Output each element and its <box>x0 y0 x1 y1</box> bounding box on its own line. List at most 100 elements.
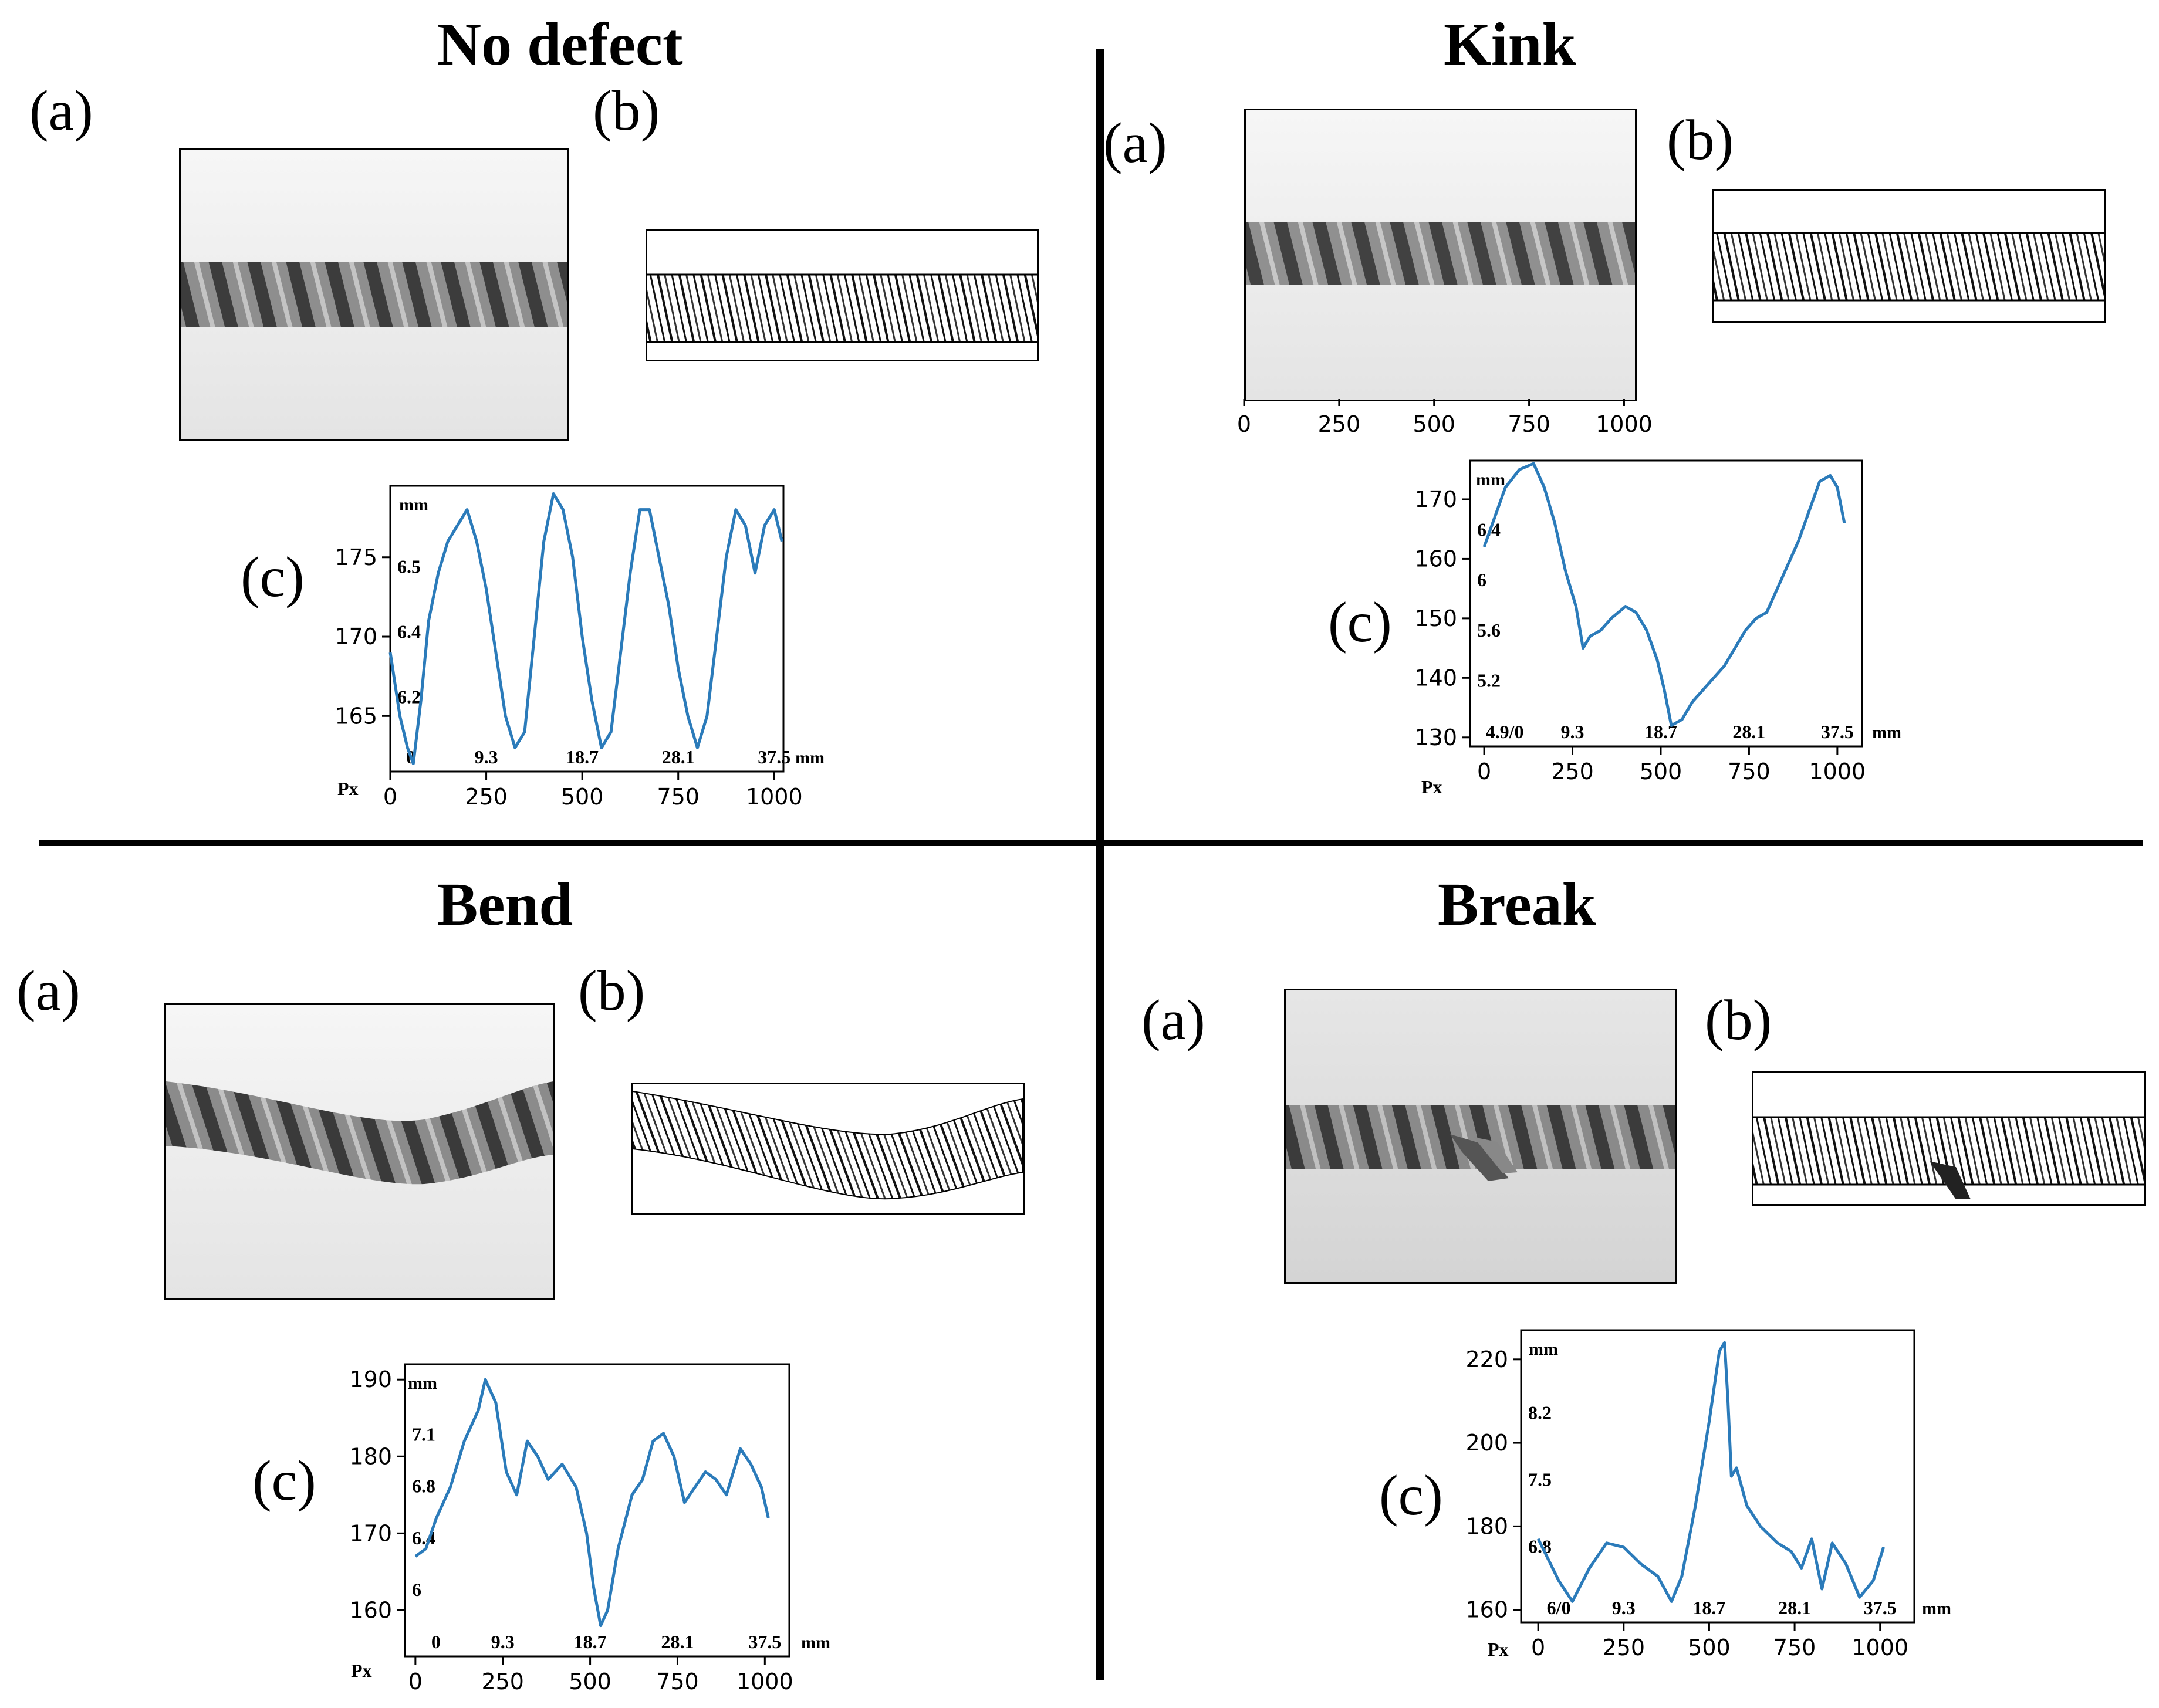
y-tick-label: 170 <box>349 1520 392 1546</box>
x-tick-label: 750 <box>657 784 700 810</box>
image-x-tick-label: 500 <box>1413 411 1455 437</box>
rope-photo <box>1244 109 1637 401</box>
px-unit-label: Px <box>351 1660 372 1681</box>
mm-y-label: 6.2 <box>397 686 421 707</box>
mm-x-label: 6/0 <box>1547 1597 1571 1618</box>
quadrant-title: Break <box>1438 871 1596 938</box>
panel-label-b: (b) <box>1705 989 1772 1052</box>
y-tick-label: 165 <box>335 703 377 729</box>
y-tick-label: 130 <box>1414 725 1457 750</box>
x-tick-label: 750 <box>1773 1635 1816 1660</box>
mm-unit-right: mm <box>795 748 825 767</box>
mm-x-label: 18.7 <box>566 746 599 767</box>
mm-x-label: 28.1 <box>1732 721 1765 742</box>
mm-x-label: 28.1 <box>661 1631 694 1652</box>
image-x-tick-label: 250 <box>1318 411 1361 437</box>
panel-label-c: (c) <box>252 1449 316 1513</box>
plot-frame <box>1520 1329 1915 1624</box>
panel-label-b: (b) <box>593 79 660 143</box>
image-x-tick-label: 0 <box>1237 411 1251 437</box>
rope-edge-image <box>1752 1071 2146 1206</box>
mm-x-label: 9.3 <box>1612 1597 1636 1618</box>
mm-unit-right: mm <box>1872 723 1901 742</box>
x-tick-label: 250 <box>1551 759 1594 784</box>
mm-unit-top: mm <box>1529 1340 1558 1359</box>
plot-frame <box>1469 459 1863 748</box>
mm-x-label: 37.5 <box>1864 1597 1897 1618</box>
mm-y-label: 7.1 <box>412 1424 435 1445</box>
series-line <box>388 492 783 765</box>
quadrant-title: No defect <box>437 11 683 78</box>
mm-y-label: 6 <box>1477 569 1486 590</box>
rope-edge-image <box>1712 189 2106 323</box>
mm-x-label: 37.5 <box>758 746 790 767</box>
rope-photo <box>164 1003 555 1300</box>
px-unit-label: Px <box>1488 1639 1509 1660</box>
x-tick-label: 500 <box>1688 1635 1731 1660</box>
horizontal-divider <box>39 840 2143 846</box>
diameter-chart: 0 250 500 750 10001301401501601705.25.666.44… <box>1414 459 1901 797</box>
x-tick-label: 1000 <box>736 1669 793 1695</box>
y-tick-label: 160 <box>349 1597 392 1623</box>
rope-photo <box>179 148 569 441</box>
mm-unit-right: mm <box>1922 1599 1951 1618</box>
mm-x-label: 37.5 <box>1821 721 1854 742</box>
panel-label-a: (a) <box>1103 111 1167 175</box>
x-tick-label: 1000 <box>1809 759 1866 784</box>
mm-y-label: 8.2 <box>1528 1402 1552 1423</box>
y-tick-label: 190 <box>349 1367 392 1392</box>
image-x-tick-label: 750 <box>1508 411 1550 437</box>
mm-y-label: 6.8 <box>412 1476 435 1497</box>
panel-label-c: (c) <box>1379 1464 1443 1527</box>
series-line <box>1536 1341 1885 1603</box>
vertical-divider <box>1096 49 1104 1680</box>
x-tick-label: 500 <box>569 1669 611 1695</box>
y-tick-label: 160 <box>1414 546 1457 571</box>
panel-label-a: (a) <box>16 959 80 1023</box>
panel-label-c: (c) <box>1328 591 1392 654</box>
y-tick-label: 200 <box>1465 1430 1508 1456</box>
x-tick-label: 0 <box>1477 759 1491 784</box>
mm-y-label: 6.5 <box>397 556 421 577</box>
y-tick-label: 140 <box>1414 665 1457 691</box>
rope-edge-image <box>631 1083 1025 1215</box>
mm-unit-top: mm <box>1476 470 1505 489</box>
y-tick-label: 180 <box>1465 1513 1508 1539</box>
x-tick-label: 0 <box>1531 1635 1545 1660</box>
mm-unit-right: mm <box>801 1633 830 1652</box>
y-tick-label: 220 <box>1465 1347 1508 1372</box>
px-unit-label: Px <box>337 778 359 799</box>
x-tick-label: 0 <box>408 1669 423 1695</box>
px-unit-label: Px <box>1421 776 1442 797</box>
plot-frame <box>389 485 785 773</box>
x-tick-label: 250 <box>465 784 508 810</box>
panel-label-c: (c) <box>241 546 305 609</box>
x-tick-label: 500 <box>1640 759 1682 784</box>
image-x-tick-label: 1000 <box>1596 411 1653 437</box>
mm-y-label: 6.4 <box>397 621 421 642</box>
mm-x-label: 9.3 <box>475 746 498 767</box>
series-line <box>1482 462 1846 727</box>
x-tick-label: 0 <box>383 784 397 810</box>
mm-x-label: 9.3 <box>1561 721 1584 742</box>
mm-y-label: 6 <box>412 1579 421 1600</box>
panel-label-b: (b) <box>1667 109 1734 172</box>
panel-label-a: (a) <box>1141 989 1205 1052</box>
x-tick-label: 500 <box>561 784 604 810</box>
mm-y-label: 5.6 <box>1477 620 1501 641</box>
mm-unit-top: mm <box>399 495 428 515</box>
x-tick-label: 250 <box>1603 1635 1646 1660</box>
mm-x-label: 18.7 <box>1692 1597 1725 1618</box>
mm-x-label: 0 <box>431 1631 441 1652</box>
mm-x-label: 9.3 <box>491 1631 515 1652</box>
mm-y-label: 6.8 <box>1528 1536 1552 1557</box>
x-tick-label: 1000 <box>1851 1635 1908 1660</box>
y-tick-label: 170 <box>1414 486 1457 512</box>
mm-x-label: 37.5 <box>748 1631 781 1652</box>
rope-photo <box>1284 989 1677 1284</box>
y-tick-label: 150 <box>1414 606 1457 631</box>
mm-y-label: 7.5 <box>1528 1469 1552 1490</box>
y-tick-label: 170 <box>335 624 377 650</box>
